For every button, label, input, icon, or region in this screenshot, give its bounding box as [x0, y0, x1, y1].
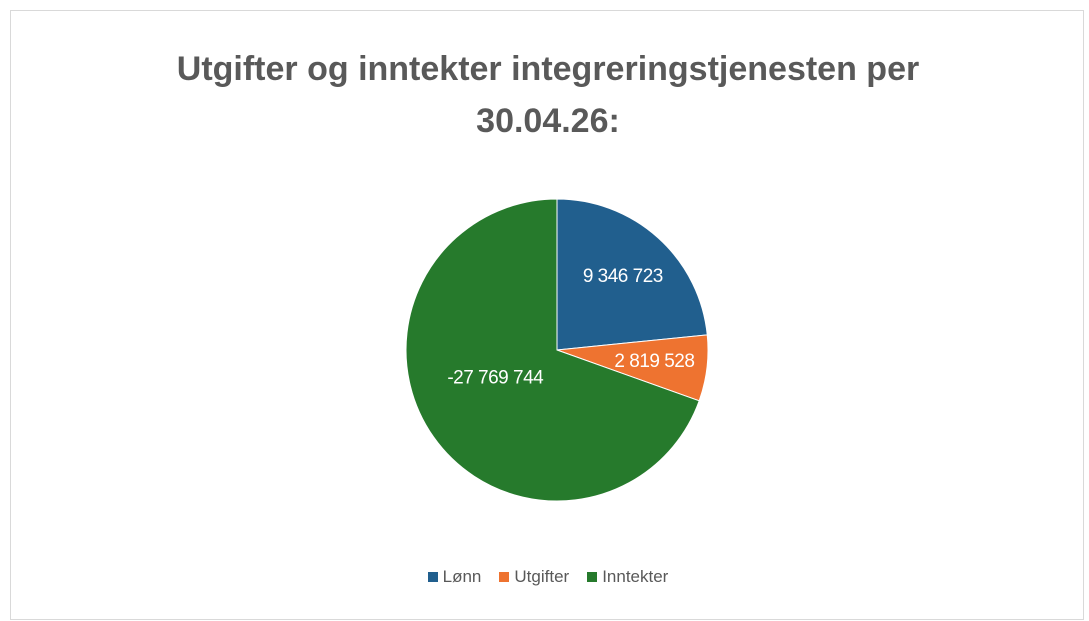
legend-entry: Utgifter	[499, 567, 569, 587]
data-label: -27 769 744	[447, 367, 544, 388]
data-label: 9 346 723	[583, 266, 663, 287]
data-label: 2 819 528	[614, 351, 694, 372]
pie-slice	[556, 198, 708, 351]
legend-label: Utgifter	[514, 567, 570, 586]
legend-swatch	[587, 572, 598, 582]
legend-label: Inntekter	[602, 567, 669, 586]
chart-title: Utgifter og inntekter integreringstjenes…	[176, 50, 920, 140]
legend: Lønn Utgifter Inntekter	[11, 567, 1085, 587]
legend-entry: Inntekter	[587, 567, 668, 587]
chart-frame: Utgifter og inntekter integreringstjenes…	[10, 10, 1084, 620]
legend-entry: Lønn	[427, 567, 482, 587]
legend-swatch	[427, 572, 438, 582]
pie-slice	[405, 198, 700, 502]
legend-swatch	[499, 572, 510, 582]
legend-label: Lønn	[442, 567, 482, 586]
pie-chart: 9 346 723 2 819 528 -27 769 744	[405, 198, 709, 502]
